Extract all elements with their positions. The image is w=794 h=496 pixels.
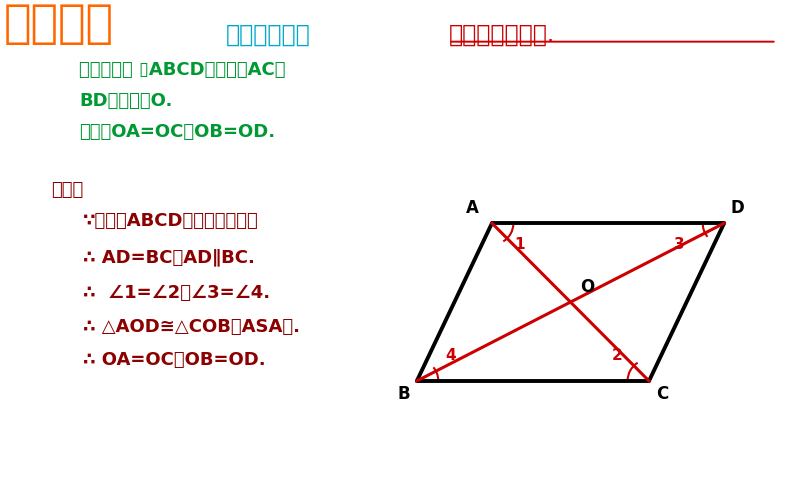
Text: C: C [656, 385, 668, 403]
Text: 对角线互相平分.: 对角线互相平分. [449, 22, 555, 46]
Text: A: A [465, 199, 479, 217]
Text: ∴ △AOD≅△COB（ASA）.: ∴ △AOD≅△COB（ASA）. [83, 318, 300, 336]
Text: ∴ OA=OC，OB=OD.: ∴ OA=OC，OB=OD. [83, 351, 266, 369]
Text: 1: 1 [515, 237, 525, 251]
Text: O: O [580, 278, 594, 296]
Text: ∴  ∠1=∠2，∠3=∠4.: ∴ ∠1=∠2，∠3=∠4. [83, 284, 271, 302]
Text: ∴ AD=BC，AD∥BC.: ∴ AD=BC，AD∥BC. [83, 248, 255, 266]
Text: 已知：如图 ▯ABCD的对角线AC、: 已知：如图 ▯ABCD的对角线AC、 [79, 61, 286, 78]
Text: 求证：OA=OC，OB=OD.: 求证：OA=OC，OB=OD. [79, 123, 276, 141]
Text: BD相交于点O.: BD相交于点O. [79, 92, 173, 110]
Text: ∵四边形ABCD是平行四边形，: ∵四边形ABCD是平行四边形， [83, 212, 259, 230]
Text: 4: 4 [445, 348, 456, 363]
Text: D: D [730, 199, 745, 217]
Text: B: B [398, 385, 410, 403]
Text: 平行四边形的: 平行四边形的 [226, 22, 311, 46]
Text: 探究新知: 探究新知 [4, 2, 114, 48]
Text: 证明：: 证明： [52, 181, 84, 199]
Text: 3: 3 [673, 237, 684, 251]
Text: 2: 2 [612, 348, 622, 363]
